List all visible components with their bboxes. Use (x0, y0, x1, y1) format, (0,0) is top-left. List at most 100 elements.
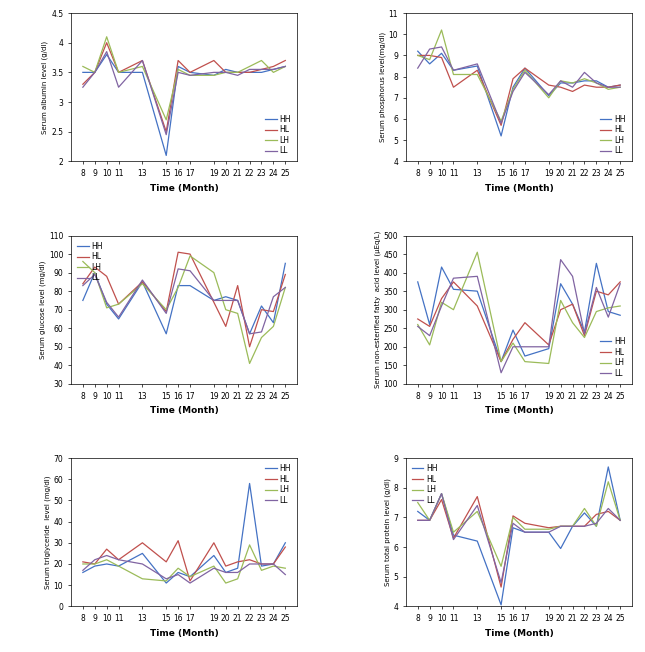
HL (246, 556, 253, 563)
LH (257, 334, 265, 342)
HH (115, 68, 123, 76)
LL (257, 328, 265, 336)
LH (91, 560, 99, 568)
HH (281, 63, 289, 70)
HH (210, 552, 218, 559)
Line: HL: HL (83, 42, 285, 132)
LL (604, 505, 612, 512)
HH (79, 297, 86, 304)
LH (497, 358, 505, 366)
LL (569, 273, 577, 280)
LL (79, 83, 86, 91)
LH (545, 526, 553, 533)
Line: LH: LH (418, 30, 620, 121)
HH (593, 522, 600, 530)
LL (450, 67, 457, 74)
LH (426, 516, 433, 524)
HH (545, 345, 553, 353)
LL (174, 265, 182, 273)
Line: LL: LL (83, 556, 285, 583)
LH (450, 70, 457, 78)
HH (222, 293, 230, 301)
LH (281, 63, 289, 70)
HL (414, 315, 422, 323)
HH (139, 278, 146, 286)
LL (545, 343, 553, 351)
HH (438, 50, 446, 57)
LL (163, 575, 170, 583)
LH (163, 577, 170, 585)
LH (450, 306, 457, 314)
LL (103, 552, 110, 559)
LL (91, 68, 99, 76)
HH (593, 77, 600, 85)
HH (438, 263, 446, 271)
HH (91, 269, 99, 276)
LL (593, 284, 600, 291)
HL (497, 583, 505, 591)
HH (569, 79, 577, 87)
LL (270, 65, 277, 73)
LL (257, 65, 265, 73)
HH (497, 132, 505, 140)
HH (545, 92, 553, 100)
LL (115, 556, 123, 563)
Legend: HH, HL, LH, LL: HH, HL, LH, LL (410, 462, 441, 507)
LL (545, 91, 553, 98)
HH (580, 328, 588, 336)
LL (497, 369, 505, 377)
HH (163, 151, 170, 159)
HH (557, 79, 564, 87)
LH (115, 300, 123, 308)
HL (139, 278, 146, 286)
HL (270, 560, 277, 568)
LL (604, 313, 612, 321)
HL (450, 83, 457, 91)
HH (509, 83, 517, 91)
HH (270, 65, 277, 73)
LL (91, 556, 99, 563)
HL (91, 68, 99, 76)
HL (557, 522, 564, 530)
LL (210, 68, 218, 76)
LH (497, 563, 505, 570)
HH (91, 68, 99, 76)
Line: HH: HH (418, 263, 620, 362)
HL (557, 306, 564, 314)
HH (450, 286, 457, 293)
LH (580, 75, 588, 83)
HL (521, 65, 529, 72)
LH (604, 85, 612, 93)
LH (450, 528, 457, 536)
LL (521, 528, 529, 536)
HH (222, 65, 230, 73)
X-axis label: Time (Month): Time (Month) (150, 629, 219, 638)
HL (79, 80, 86, 88)
LH (509, 339, 517, 347)
HL (210, 539, 218, 546)
LL (473, 273, 481, 280)
HH (450, 531, 457, 539)
Line: HH: HH (83, 263, 285, 334)
LH (79, 560, 86, 568)
HL (438, 295, 446, 303)
HH (509, 326, 517, 334)
Y-axis label: Serum albumin level (g/dl): Serum albumin level (g/dl) (42, 40, 48, 134)
LH (593, 79, 600, 87)
LL (246, 65, 253, 73)
LL (426, 516, 433, 524)
HL (617, 278, 624, 286)
LH (139, 63, 146, 70)
LH (270, 68, 277, 76)
HH (281, 259, 289, 267)
HH (174, 282, 182, 289)
LH (473, 70, 481, 78)
HL (473, 302, 481, 310)
LL (186, 72, 194, 80)
LH (222, 68, 230, 76)
LH (246, 541, 253, 549)
Line: HH: HH (418, 52, 620, 136)
HH (257, 68, 265, 76)
HH (222, 569, 230, 576)
HH (186, 572, 194, 580)
